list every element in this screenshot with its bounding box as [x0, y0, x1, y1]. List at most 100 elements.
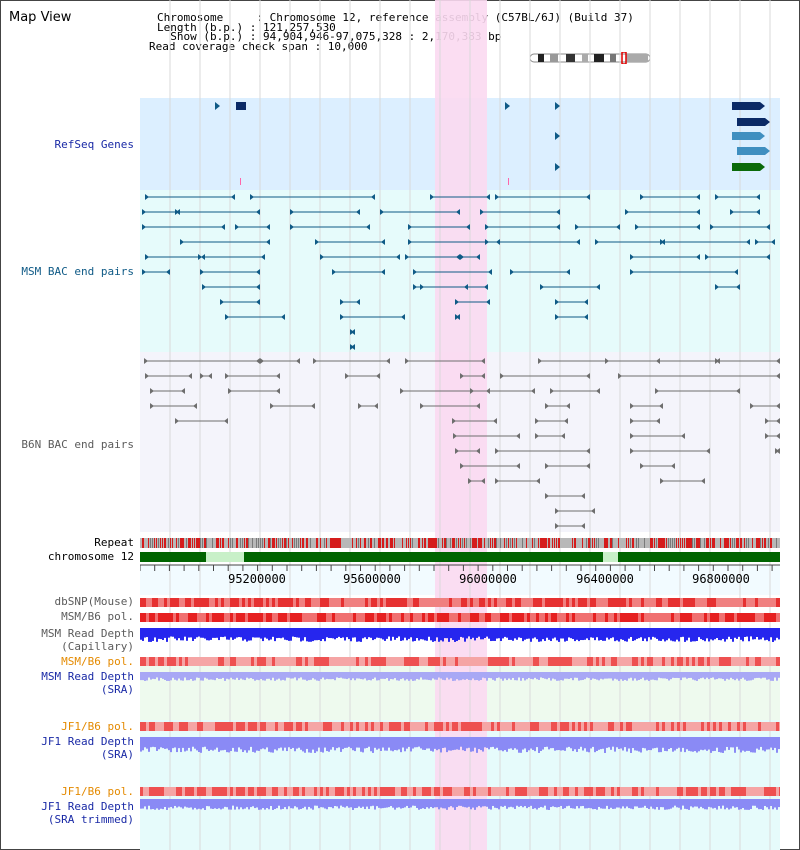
- depth-bar: [652, 799, 654, 809]
- track-label-msm-bac[interactable]: MSM BAC end pairs: [21, 265, 134, 278]
- b6n-bac-end: [455, 448, 459, 454]
- heat-cell: [302, 613, 305, 622]
- heat-cell: [356, 722, 359, 731]
- heat-cell: [659, 787, 662, 796]
- depth-bar: [184, 628, 186, 637]
- depth-bar: [754, 799, 756, 806]
- repeat-element: [310, 538, 311, 548]
- gene-arrow: [505, 102, 510, 110]
- heat-cell: [299, 598, 302, 607]
- depth-bar: [718, 672, 720, 679]
- depth-bar: [190, 799, 192, 808]
- depth-bar: [290, 672, 292, 679]
- heat-cell: [161, 787, 164, 796]
- msm-bac-end: [256, 209, 260, 215]
- depth-bar: [188, 799, 190, 808]
- depth-bar: [194, 799, 196, 808]
- depth-bar: [458, 672, 460, 681]
- depth-bar: [356, 628, 358, 642]
- heat-cell: [365, 657, 368, 666]
- heat-cell: [170, 613, 173, 622]
- heat-cell: [536, 787, 539, 796]
- depth-bar: [600, 628, 602, 640]
- heat-cell: [464, 722, 467, 731]
- depth-bar: [168, 628, 170, 638]
- depth-bar: [436, 799, 438, 808]
- depth-bar: [740, 737, 742, 753]
- heat-cell: [602, 657, 605, 666]
- heat-cell: [752, 722, 755, 731]
- depth-bar: [554, 737, 556, 751]
- heat-cell: [521, 657, 524, 666]
- track-label-b6n-bac[interactable]: B6N BAC end pairs: [21, 438, 134, 451]
- depth-bar: [612, 672, 614, 681]
- depth-bar: [222, 672, 224, 678]
- depth-bar: [308, 737, 310, 753]
- depth-bar: [772, 628, 774, 642]
- track-label-jf1-pol-2: JF1/B6 pol.: [61, 785, 134, 798]
- heat-cell: [518, 657, 521, 666]
- heat-cell: [308, 722, 311, 731]
- depth-bar: [292, 799, 294, 809]
- depth-bar: [224, 737, 226, 750]
- depth-bar: [346, 672, 348, 680]
- depth-bar: [732, 672, 734, 680]
- heat-cell: [731, 657, 734, 666]
- heat-cell: [635, 722, 638, 731]
- depth-bar: [148, 737, 150, 752]
- genome-track-canvas[interactable]: 95200000 95600000 96000000 96400000 96800000: [140, 0, 780, 850]
- heat-cell: [599, 598, 602, 607]
- depth-bar: [656, 672, 658, 681]
- depth-bar: [148, 628, 150, 642]
- depth-bar: [154, 737, 156, 748]
- depth-bar: [178, 628, 180, 639]
- repeat-element: [434, 538, 436, 548]
- heat-cell: [773, 787, 776, 796]
- heat-cell: [512, 787, 515, 796]
- depth-bar: [286, 628, 288, 641]
- heat-cell: [422, 657, 425, 666]
- heat-cell: [308, 613, 311, 622]
- heat-cell: [173, 613, 176, 622]
- depth-bar: [228, 737, 230, 753]
- depth-bar: [684, 672, 686, 678]
- heat-cell: [656, 657, 659, 666]
- b6n-bac-end: [545, 493, 549, 499]
- heat-cell: [227, 722, 230, 731]
- track-label-refseq[interactable]: RefSeq Genes: [54, 138, 134, 151]
- depth-bar: [254, 628, 256, 638]
- depth-bar: [548, 737, 550, 750]
- heat-cell: [158, 787, 161, 796]
- heat-cell: [326, 722, 329, 731]
- depth-bar: [522, 799, 524, 808]
- depth-bar: [194, 628, 196, 639]
- heat-cell: [341, 657, 344, 666]
- heat-cell: [770, 722, 773, 731]
- read-depth-tracks: [140, 628, 780, 810]
- depth-bar: [328, 737, 330, 752]
- heat-cell: [593, 613, 596, 622]
- heat-cell: [338, 787, 341, 796]
- depth-bar: [736, 737, 738, 747]
- depth-bar: [382, 737, 384, 748]
- depth-bar: [694, 737, 696, 752]
- repeat-element: [554, 538, 555, 548]
- heat-cell: [755, 787, 758, 796]
- depth-bar: [542, 672, 544, 679]
- heat-cell: [545, 722, 548, 731]
- depth-bar: [206, 672, 208, 679]
- depth-bar: [384, 737, 386, 751]
- heat-cell: [575, 613, 578, 622]
- heat-cell: [500, 598, 503, 607]
- depth-bar: [430, 672, 432, 681]
- depth-bar: [378, 672, 380, 681]
- depth-bar: [162, 672, 164, 679]
- depth-bar: [144, 672, 146, 681]
- heat-cell: [599, 787, 602, 796]
- depth-bar: [404, 737, 406, 752]
- depth-bar: [602, 628, 604, 641]
- depth-bar: [320, 628, 322, 642]
- depth-bar: [672, 799, 674, 808]
- depth-bar: [614, 628, 616, 642]
- depth-bar: [280, 628, 282, 639]
